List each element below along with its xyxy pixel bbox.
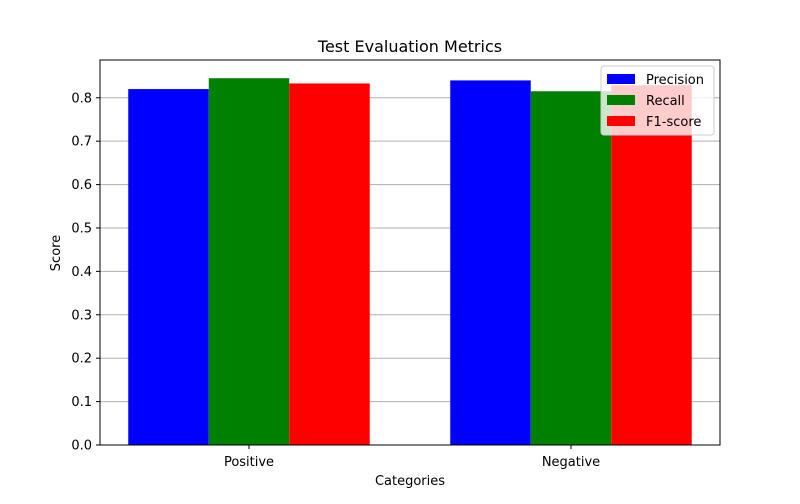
y-tick-label: 0.3: [71, 308, 92, 323]
plot-frame: [99, 59, 721, 446]
y-tick-label: 0.1: [71, 395, 92, 410]
x-axis: Positive Negative: [224, 445, 600, 470]
x-tick-label: Negative: [542, 455, 600, 470]
y-tick-label: 0.0: [71, 439, 92, 454]
x-tick-label: Positive: [224, 455, 274, 470]
bar-recall-negative: [530, 91, 612, 446]
legend-swatch: [607, 95, 635, 105]
bar-f1-score-positive: [289, 83, 370, 445]
x-axis-label: Categories: [375, 474, 445, 489]
bar-f1-score-negative: [611, 85, 692, 445]
y-tick-label: 0.5: [71, 221, 92, 236]
legend-label: Precision: [646, 73, 704, 88]
chart-title: Test Evaluation Metrics: [317, 37, 502, 56]
y-tick-label: 0.7: [71, 135, 92, 150]
y-axis-label: Score: [49, 235, 64, 271]
legend-swatch: [607, 116, 635, 126]
legend-label: Recall: [646, 94, 685, 109]
y-axis: 0.0 0.1 0.2 0.3 0.4 0.5 0.6 0.7 0.8: [71, 91, 100, 454]
bar-recall-positive: [208, 78, 290, 446]
y-tick-label: 0.4: [71, 265, 92, 280]
legend: Precision Recall F1-score: [600, 65, 715, 136]
y-tick-label: 0.6: [71, 178, 92, 193]
y-tick-label: 0.8: [71, 91, 92, 106]
legend-swatch: [607, 74, 635, 84]
bar-precision-positive: [128, 89, 209, 445]
y-tick-label: 0.2: [71, 352, 92, 367]
bar-precision-negative: [450, 80, 531, 446]
legend-label: F1-score: [646, 115, 701, 130]
bars: [128, 78, 692, 446]
